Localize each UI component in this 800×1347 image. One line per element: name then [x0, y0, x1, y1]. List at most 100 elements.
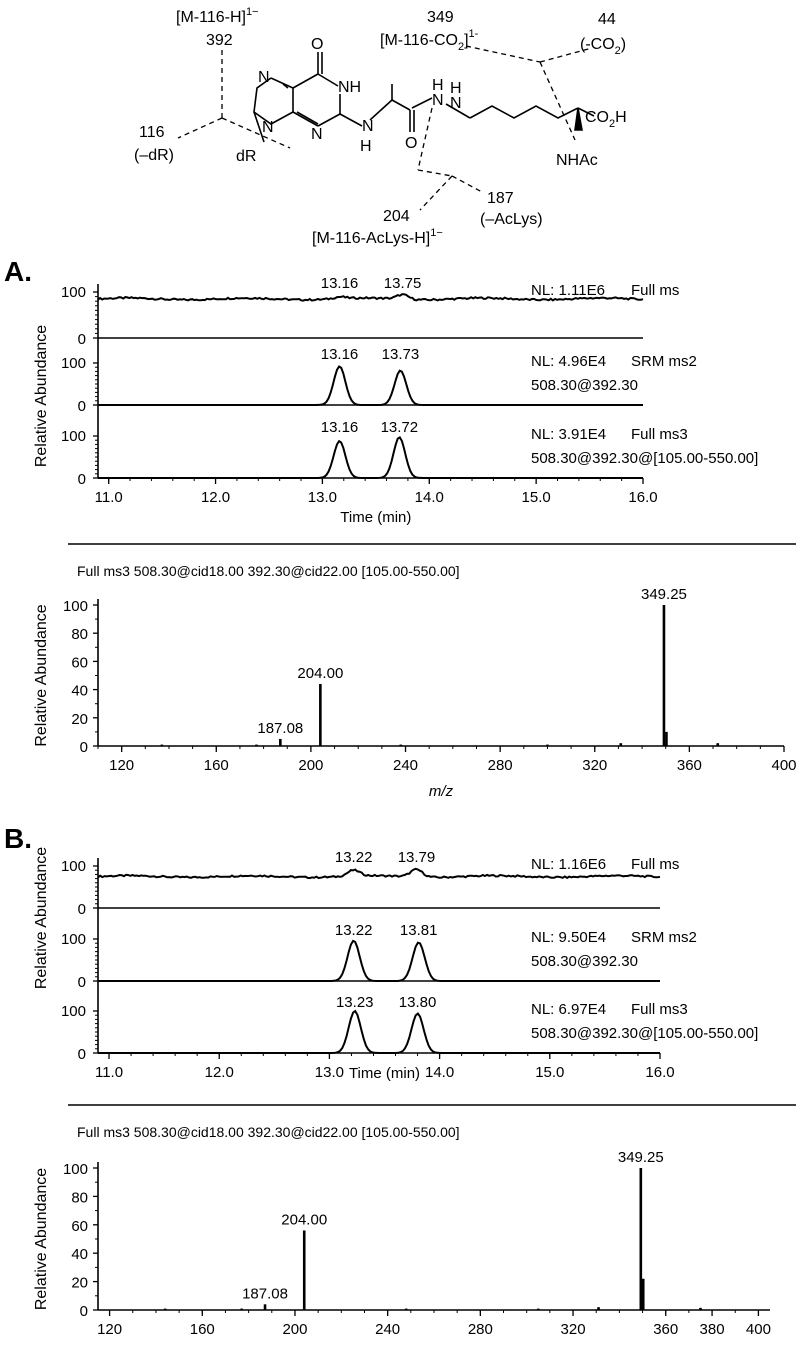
label-H-amide: H	[432, 77, 444, 94]
spectrum-peak	[279, 738, 282, 746]
label-m116-co2: [M-116-CO2]1-	[380, 28, 479, 53]
chromatogram-trace	[98, 365, 643, 406]
y-tick-label: 80	[71, 1189, 88, 1206]
trace-description: SRM ms2	[631, 929, 697, 946]
spectrum-peak	[399, 744, 403, 746]
structure-labels: [M-116-H]1− 392 349 [M-116-CO2]1- 44 (-C…	[134, 6, 627, 247]
y-tick-label: 0	[78, 398, 86, 415]
y-tick-label: 20	[71, 711, 88, 728]
label-116: 116	[139, 124, 165, 141]
y-tick-label: 100	[61, 284, 86, 301]
x-tick-label: 15.0	[535, 1064, 564, 1081]
x-tick-label: 16.0	[628, 489, 657, 506]
spectrum-title: Full ms3 508.30@cid18.00 392.30@cid22.00…	[77, 1124, 460, 1140]
chromatogram-panel-a: 100 0 13.16 13.75 NL: 1.11E6 Full ms 100 0 13.16…	[33, 275, 758, 526]
peak-label: 13.16	[321, 275, 359, 292]
spectrum-title: Full ms3 508.30@cid18.00 392.30@cid22.00…	[77, 563, 460, 579]
panel-label-b: B.	[4, 823, 32, 854]
mass-spectrum-panel-a: 0 20 40 60 80 100 120 160 200 240 280 320 360 400 187.…	[33, 563, 797, 800]
peak-label: 349.25	[641, 586, 687, 603]
x-tick-label: 400	[771, 757, 796, 774]
chromatogram-panel-b: 100 0 13.22 13.79 NL: 1.16E6 Full ms 100 0 13.22…	[33, 847, 758, 1082]
y-tick-label: 0	[80, 739, 88, 756]
peak-label: 13.80	[399, 994, 437, 1011]
trace-filter-label: 508.30@392.30@[105.00-550.00]	[531, 1025, 758, 1042]
spectrum-peak	[319, 683, 322, 746]
x-tick-label: 280	[468, 1321, 493, 1338]
x-axis-label: m/z	[429, 783, 454, 800]
x-tick-label: 120	[97, 1321, 122, 1338]
label-NH-1: NH	[338, 79, 361, 96]
x-tick-label: 120	[109, 757, 134, 774]
x-tick-label: 16.0	[645, 1064, 674, 1081]
peak-label: 13.72	[381, 419, 419, 436]
y-tick-label: 100	[63, 598, 88, 615]
x-tick-label: 11.0	[95, 1064, 123, 1081]
label-N7: N	[258, 69, 270, 86]
peak-label: 13.22	[335, 922, 373, 939]
y-axis-label: Relative Abundance	[33, 847, 50, 989]
label-dR: dR	[236, 148, 256, 165]
x-axis-label: Time (min)	[340, 509, 411, 526]
peak-label: 13.75	[384, 275, 422, 292]
spectrum-peak	[546, 744, 549, 746]
label-204: 204	[383, 208, 410, 225]
y-tick-label: 0	[78, 331, 86, 348]
y-tick-label: 100	[61, 428, 86, 445]
label-m116-aclys: [M-116-AcLys-H]1−	[312, 227, 443, 247]
peak-label: 13.16	[321, 346, 359, 363]
y-tick-label: 40	[71, 1246, 88, 1263]
x-tick-label: 380	[700, 1321, 725, 1338]
y-tick-label: 60	[71, 1218, 88, 1235]
label-dR-loss: (–dR)	[134, 147, 174, 164]
y-axis-label: Relative Abundance	[33, 604, 50, 746]
spectrum-peak	[302, 1230, 306, 1310]
y-tick-label: 100	[61, 1003, 86, 1020]
x-tick-label: 360	[653, 1321, 678, 1338]
y-tick-label: 100	[61, 931, 86, 948]
x-tick-label: 12.0	[205, 1064, 234, 1081]
x-tick-label: 14.0	[415, 489, 444, 506]
chromatogram-trace	[98, 436, 643, 479]
label-co2h: CO2H	[585, 109, 627, 130]
x-tick-label: 400	[746, 1321, 771, 1338]
label-187: 187	[487, 190, 514, 207]
fragmentation-lines	[177, 45, 593, 211]
chromatogram-trace	[97, 867, 661, 880]
trace-description: SRM ms2	[631, 353, 697, 370]
x-tick-label: 240	[393, 757, 418, 774]
x-tick-label: 14.0	[425, 1064, 454, 1081]
peak-label: 13.79	[398, 849, 436, 866]
x-tick-label: 200	[282, 1321, 307, 1338]
nl-label: NL: 1.11E6	[531, 282, 605, 299]
label-H-lys: H	[450, 80, 462, 97]
spectrum-peak	[536, 1308, 540, 1310]
y-tick-label: 0	[78, 471, 86, 488]
spectrum-peak	[619, 743, 623, 746]
trace-description: Full ms	[631, 856, 679, 873]
nl-label: NL: 3.91E4	[531, 426, 606, 443]
spectrum-peak	[665, 731, 668, 746]
label-O-carbonyl: O	[311, 36, 323, 53]
charts: 100 0 13.16 13.75 NL: 1.11E6 Full ms 100 0 13.16…	[33, 275, 797, 1338]
label-44: 44	[598, 11, 616, 28]
x-tick-label: 360	[677, 757, 702, 774]
y-tick-label: 100	[63, 1161, 88, 1178]
x-tick-label: 11.0	[95, 489, 123, 506]
peak-label: 13.81	[400, 922, 438, 939]
x-tick-label: 12.0	[201, 489, 230, 506]
dR-bond	[253, 111, 265, 143]
label-O-amide: O	[405, 135, 417, 152]
peak-label: 13.22	[335, 849, 373, 866]
peak-label: 13.23	[336, 994, 374, 1011]
label-H2: H	[360, 138, 372, 155]
spectrum-peak	[597, 1307, 600, 1310]
spectrum-peak	[641, 1278, 645, 1310]
y-tick-label: 100	[61, 858, 86, 875]
x-tick-label: 15.0	[522, 489, 551, 506]
trace-filter-label: 508.30@392.30@[105.00-550.00]	[531, 450, 758, 467]
y-tick-label: 80	[71, 626, 88, 643]
x-tick-label: 160	[204, 757, 229, 774]
peak-label: 187.08	[257, 720, 303, 737]
